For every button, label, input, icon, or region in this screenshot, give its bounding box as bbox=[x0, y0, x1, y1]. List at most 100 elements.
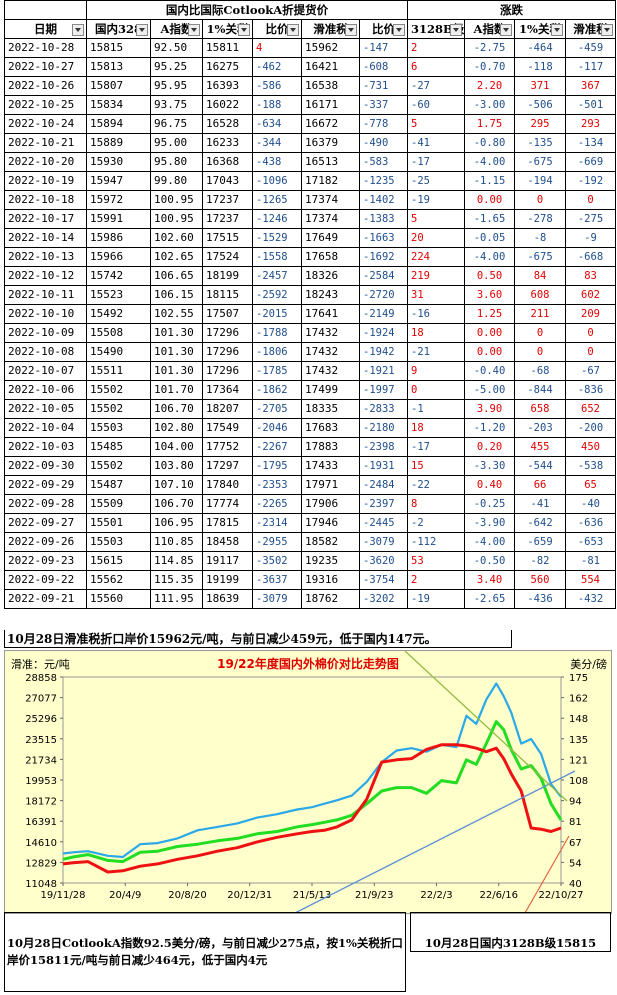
table-cell[interactable]: 17182 bbox=[301, 171, 360, 191]
table-cell[interactable]: 19235 bbox=[301, 551, 360, 571]
table-cell[interactable]: 2022-10-04 bbox=[4, 418, 87, 438]
table-cell[interactable]: 2022-09-27 bbox=[4, 513, 87, 533]
table-cell[interactable]: -1235 bbox=[358, 171, 409, 191]
table-cell[interactable]: 93.75 bbox=[150, 95, 203, 115]
table-cell[interactable]: 18207 bbox=[202, 399, 253, 419]
table-cell[interactable]: 2022-10-05 bbox=[4, 399, 87, 419]
table-cell[interactable]: -778 bbox=[358, 114, 409, 134]
table-cell[interactable]: -4.00 bbox=[464, 152, 516, 172]
table-cell[interactable]: 18335 bbox=[301, 399, 360, 419]
table-cell[interactable]: 17658 bbox=[301, 247, 360, 267]
table-cell[interactable]: -8 bbox=[514, 228, 567, 248]
table-cell[interactable]: 15503 bbox=[86, 418, 151, 438]
table-cell[interactable]: 16233 bbox=[202, 133, 253, 153]
table-cell[interactable]: -200 bbox=[565, 418, 617, 438]
table-cell[interactable]: -608 bbox=[358, 57, 409, 77]
filter-dropdown-icon[interactable] bbox=[287, 24, 299, 36]
table-cell[interactable]: -675 bbox=[514, 247, 567, 267]
table-cell[interactable]: 17507 bbox=[202, 304, 253, 324]
table-cell[interactable]: -17 bbox=[407, 152, 466, 172]
table-cell[interactable]: -1663 bbox=[358, 228, 409, 248]
table-cell[interactable]: -67 bbox=[565, 361, 617, 381]
table-cell[interactable]: -194 bbox=[514, 171, 567, 191]
table-cell[interactable]: 2022-10-25 bbox=[4, 95, 87, 115]
table-cell[interactable]: -3754 bbox=[358, 570, 409, 590]
table-cell[interactable]: 15813 bbox=[86, 57, 151, 77]
table-cell[interactable]: 15492 bbox=[86, 304, 151, 324]
table-cell[interactable]: 15815 bbox=[86, 38, 151, 58]
table-cell[interactable]: -2.65 bbox=[464, 589, 516, 609]
table-cell[interactable]: -1862 bbox=[252, 380, 302, 400]
table-cell[interactable]: 106.65 bbox=[150, 266, 203, 286]
filter-dropdown-icon[interactable] bbox=[188, 24, 200, 36]
table-cell[interactable]: -3.30 bbox=[464, 456, 516, 476]
table-cell[interactable]: -1558 bbox=[252, 247, 302, 267]
table-cell[interactable]: 0 bbox=[514, 190, 567, 210]
table-cell[interactable]: 2022-09-29 bbox=[4, 475, 87, 495]
table-cell[interactable]: 111.95 bbox=[150, 589, 203, 609]
table-cell[interactable]: 2022-09-22 bbox=[4, 570, 87, 590]
table-cell[interactable]: -2592 bbox=[252, 285, 302, 305]
table-cell[interactable]: 95.25 bbox=[150, 57, 203, 77]
table-cell[interactable]: -4.00 bbox=[464, 247, 516, 267]
table-cell[interactable]: -438 bbox=[252, 152, 302, 172]
table-cell[interactable]: -464 bbox=[514, 38, 567, 58]
table-cell[interactable]: 102.65 bbox=[150, 247, 203, 267]
table-cell[interactable]: -203 bbox=[514, 418, 567, 438]
table-cell[interactable]: -22 bbox=[407, 475, 466, 495]
table-cell[interactable]: -337 bbox=[358, 95, 409, 115]
table-cell[interactable]: -0.40 bbox=[464, 361, 516, 381]
table-cell[interactable]: -583 bbox=[358, 152, 409, 172]
table-cell[interactable]: 2022-09-30 bbox=[4, 456, 87, 476]
table-cell[interactable]: 15509 bbox=[86, 494, 151, 514]
table-cell[interactable]: -586 bbox=[252, 76, 302, 96]
table-cell[interactable]: 16171 bbox=[301, 95, 360, 115]
table-cell[interactable]: 17641 bbox=[301, 304, 360, 324]
chart-area[interactable]: 28858 27077 25296 23515 21734 19953 18172 16391… bbox=[4, 650, 612, 914]
table-cell[interactable]: 18243 bbox=[301, 285, 360, 305]
table-cell[interactable]: 15894 bbox=[86, 114, 151, 134]
table-cell[interactable]: 16022 bbox=[202, 95, 253, 115]
table-cell[interactable]: 209 bbox=[565, 304, 617, 324]
table-cell[interactable]: 2022-10-13 bbox=[4, 247, 87, 267]
table-cell[interactable]: -9 bbox=[565, 228, 617, 248]
table-cell[interactable]: 92.50 bbox=[150, 38, 203, 58]
filter-dropdown-icon[interactable] bbox=[601, 24, 614, 36]
table-cell[interactable]: 450 bbox=[565, 437, 617, 457]
table-cell[interactable]: 18 bbox=[407, 418, 466, 438]
table-cell[interactable]: -2314 bbox=[252, 513, 302, 533]
table-cell[interactable]: -1795 bbox=[252, 456, 302, 476]
table-cell[interactable]: -2833 bbox=[358, 399, 409, 419]
table-cell[interactable]: 15947 bbox=[86, 171, 151, 191]
table-cell[interactable]: -3202 bbox=[358, 589, 409, 609]
table-cell[interactable]: 2022-10-06 bbox=[4, 380, 87, 400]
table-cell[interactable]: -2046 bbox=[252, 418, 302, 438]
table-cell[interactable]: 17683 bbox=[301, 418, 360, 438]
table-cell[interactable]: 0.00 bbox=[464, 190, 516, 210]
table-cell[interactable]: 16538 bbox=[301, 76, 360, 96]
table-cell[interactable]: -506 bbox=[514, 95, 567, 115]
table-cell[interactable]: 19316 bbox=[301, 570, 360, 590]
table-cell[interactable]: 17499 bbox=[301, 380, 360, 400]
table-cell[interactable]: -2180 bbox=[358, 418, 409, 438]
table-cell[interactable]: -1402 bbox=[358, 190, 409, 210]
filter-dropdown-icon[interactable] bbox=[72, 24, 84, 36]
table-cell[interactable]: 15502 bbox=[86, 456, 151, 476]
table-cell[interactable]: 2022-10-03 bbox=[4, 437, 87, 457]
table-cell[interactable]: -21 bbox=[407, 342, 466, 362]
table-cell[interactable]: 31 bbox=[407, 285, 466, 305]
table-cell[interactable]: 115.35 bbox=[150, 570, 203, 590]
table-cell[interactable]: 16421 bbox=[301, 57, 360, 77]
table-cell[interactable]: -731 bbox=[358, 76, 409, 96]
table-cell[interactable]: 0.00 bbox=[464, 323, 516, 343]
table-cell[interactable]: -1096 bbox=[252, 171, 302, 191]
table-cell[interactable]: 17946 bbox=[301, 513, 360, 533]
filter-dropdown-icon[interactable] bbox=[136, 24, 148, 36]
table-cell[interactable]: 15487 bbox=[86, 475, 151, 495]
table-cell[interactable]: 96.75 bbox=[150, 114, 203, 134]
table-cell[interactable]: 6 bbox=[407, 57, 466, 77]
table-cell[interactable]: 95.80 bbox=[150, 152, 203, 172]
table-cell[interactable]: -41 bbox=[514, 494, 567, 514]
table-cell[interactable]: 15501 bbox=[86, 513, 151, 533]
table-cell[interactable]: 3.90 bbox=[464, 399, 516, 419]
